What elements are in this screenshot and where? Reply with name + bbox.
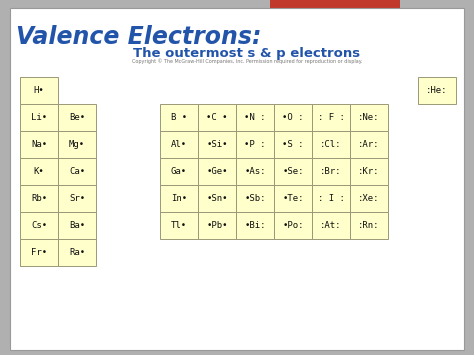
Text: B •: B • [171,113,187,122]
Text: Rb•: Rb• [31,194,47,203]
Bar [312,185,350,212]
Bar [58,239,96,266]
Text: :At:: :At: [320,221,342,230]
Text: •Sn•: •Sn• [206,194,228,203]
Text: •Sb:: •Sb: [244,194,266,203]
Text: Ca•: Ca• [69,167,85,176]
Bar [198,104,236,131]
Bar [274,104,312,131]
Bar [198,185,236,212]
Text: :Rn:: :Rn: [358,221,380,230]
Bar [20,77,58,104]
Bar [20,158,58,185]
Bar [350,158,388,185]
Bar [312,158,350,185]
Text: :He:: :He: [426,86,448,95]
Bar [58,185,96,212]
Bar [160,212,198,239]
Bar [236,104,274,131]
Bar [350,185,388,212]
Text: :Br:: :Br: [320,167,342,176]
Bar [20,212,58,239]
Bar [274,212,312,239]
Text: •Ge•: •Ge• [206,167,228,176]
Text: Al•: Al• [171,140,187,149]
Bar [236,185,274,212]
Text: Ga•: Ga• [171,167,187,176]
Bar [312,131,350,158]
Text: Li•: Li• [31,113,47,122]
Text: •Se:: •Se: [282,167,304,176]
Bar [198,131,236,158]
Text: :Cl:: :Cl: [320,140,342,149]
Text: Ra•: Ra• [69,248,85,257]
Bar [198,212,236,239]
Text: Copyright © The McGraw-Hill Companies, Inc. Permission required for reproduction: Copyright © The McGraw-Hill Companies, I… [132,58,362,64]
Text: •C •: •C • [206,113,228,122]
Bar [160,104,198,131]
Bar [312,212,350,239]
Text: Ba•: Ba• [69,221,85,230]
Bar [350,131,388,158]
Text: :Kr:: :Kr: [358,167,380,176]
Text: •Te:: •Te: [282,194,304,203]
Text: Fr•: Fr• [31,248,47,257]
Text: •N :: •N : [244,113,266,122]
Text: :Xe:: :Xe: [358,194,380,203]
Text: •Po:: •Po: [282,221,304,230]
Text: H•: H• [34,86,45,95]
Bar [20,239,58,266]
Text: Cs•: Cs• [31,221,47,230]
Bar [58,104,96,131]
Bar [20,131,58,158]
Bar [350,212,388,239]
Bar [418,77,456,104]
Text: •Pb•: •Pb• [206,221,228,230]
Bar [198,158,236,185]
Bar [58,158,96,185]
Text: The outermost s & p electrons: The outermost s & p electrons [134,47,361,60]
Text: •As:: •As: [244,167,266,176]
Text: Be•: Be• [69,113,85,122]
Text: •S :: •S : [282,140,304,149]
Text: •Si•: •Si• [206,140,228,149]
Bar [58,212,96,239]
Bar [350,104,388,131]
Text: •O :: •O : [282,113,304,122]
Text: In•: In• [171,194,187,203]
Text: •P :: •P : [244,140,266,149]
Text: Valence Electrons:: Valence Electrons: [16,25,262,49]
Bar [20,185,58,212]
Text: •Bi:: •Bi: [244,221,266,230]
Text: K•: K• [34,167,45,176]
Bar [274,131,312,158]
Text: :Ne:: :Ne: [358,113,380,122]
Text: Mg•: Mg• [69,140,85,149]
Bar [160,158,198,185]
Bar [160,185,198,212]
Text: Na•: Na• [31,140,47,149]
Bar [274,185,312,212]
Bar [312,104,350,131]
Text: : F :: : F : [318,113,345,122]
Bar [160,131,198,158]
Text: Tl•: Tl• [171,221,187,230]
Bar [236,212,274,239]
Text: : I :: : I : [318,194,345,203]
Bar [236,131,274,158]
Text: Sr•: Sr• [69,194,85,203]
Bar [58,131,96,158]
Bar [20,104,58,131]
Bar [270,0,400,25]
Bar [274,158,312,185]
Bar [236,158,274,185]
Text: :Ar:: :Ar: [358,140,380,149]
